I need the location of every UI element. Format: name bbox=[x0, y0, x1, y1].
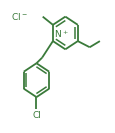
Text: Cl: Cl bbox=[32, 111, 41, 120]
Text: N$^+$: N$^+$ bbox=[54, 28, 68, 40]
Text: Cl$^-$: Cl$^-$ bbox=[10, 11, 27, 22]
